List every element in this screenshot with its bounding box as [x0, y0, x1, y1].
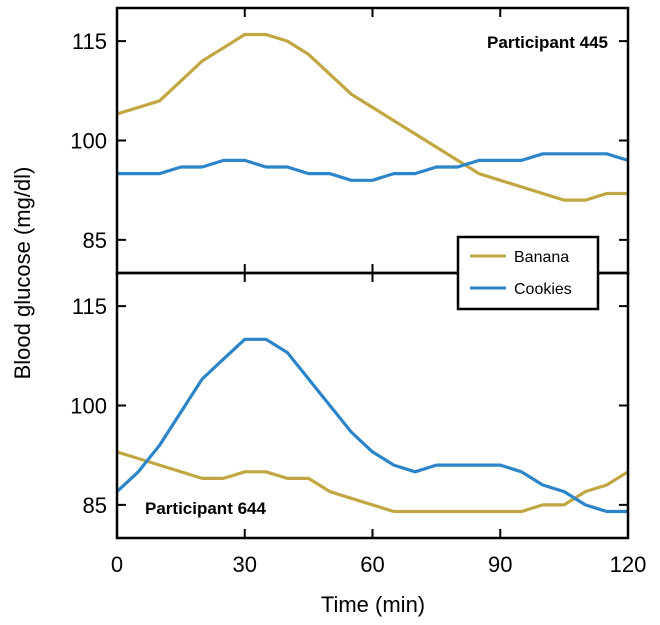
series-cookies-bottom [117, 337, 628, 514]
y-tick-label-bottom-100: 100 [70, 394, 107, 419]
x-tick-label-60: 60 [360, 552, 384, 577]
x-tick-label-30: 30 [233, 552, 257, 577]
series-cookies-top [117, 152, 628, 182]
panel-label-top: Participant 445 [487, 33, 608, 52]
y-tick-label-top-115: 115 [72, 29, 107, 54]
legend-label-banana: Banana [514, 249, 569, 266]
series-banana-bottom [117, 450, 628, 514]
panel-top-plot [117, 32, 628, 202]
x-tick-label-120: 120 [610, 552, 647, 577]
y-tick-label-bottom-85: 85 [83, 493, 107, 518]
panel-bottom-plot [117, 337, 628, 514]
legend: Banana Cookies [456, 235, 600, 311]
x-axis-label: Time (min) [321, 592, 425, 617]
legend-label-cookies: Cookies [514, 281, 572, 298]
panel-label-bottom: Participant 644 [145, 499, 266, 518]
y-tick-label-top-85: 85 [83, 228, 107, 253]
series-banana-top [117, 32, 628, 202]
y-tick-label-bottom-115: 115 [72, 294, 107, 319]
legend-box [456, 235, 600, 311]
y-tick-label-top-100: 100 [70, 129, 107, 154]
y-axis-label: Blood glucose (mg/dl) [10, 167, 35, 380]
x-tick-label-90: 90 [488, 552, 512, 577]
x-tick-label-0: 0 [111, 552, 123, 577]
